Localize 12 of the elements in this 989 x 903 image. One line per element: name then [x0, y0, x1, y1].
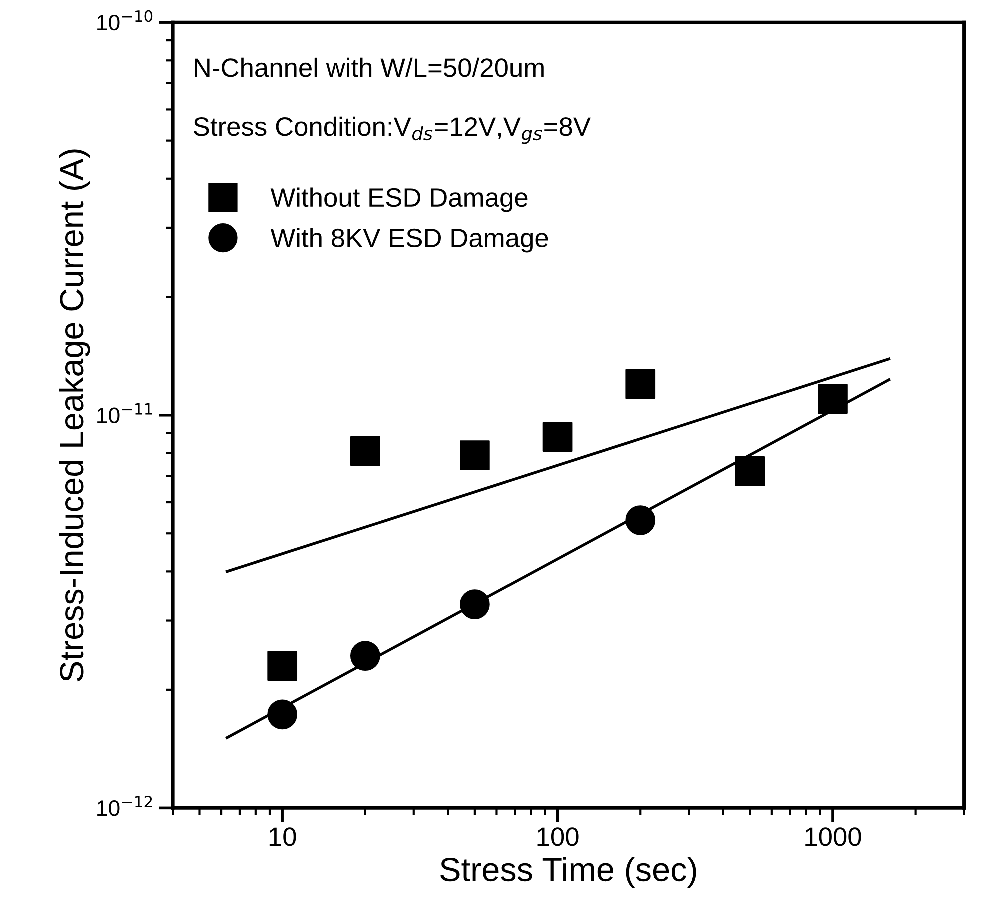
- legend-label: With 8KV ESD Damage: [270, 228, 548, 253]
- annotation: Stress Condition:V$_{ds}$=12V,V$_{gs}$=8V: [194, 116, 591, 144]
- annotation: N-Channel with W/L=50/20um: [195, 58, 544, 78]
- y-axis-title: Stress-Induced Leakage Current (A): [59, 150, 90, 682]
- x-tick-label: 1000: [806, 828, 862, 846]
- y-tick-label: 10$^{−12}$: [98, 796, 152, 816]
- y-tick-label: 10$^{−11}$: [98, 403, 152, 424]
- x-tick-label: 100: [538, 828, 579, 846]
- legend-label: Without ESD Damage: [270, 188, 528, 212]
- x-tick-label: 10: [270, 828, 296, 846]
- y-tick-label: 10$^{−10}$: [98, 10, 153, 31]
- x-axis-title: Stress Time (sec): [440, 857, 696, 888]
